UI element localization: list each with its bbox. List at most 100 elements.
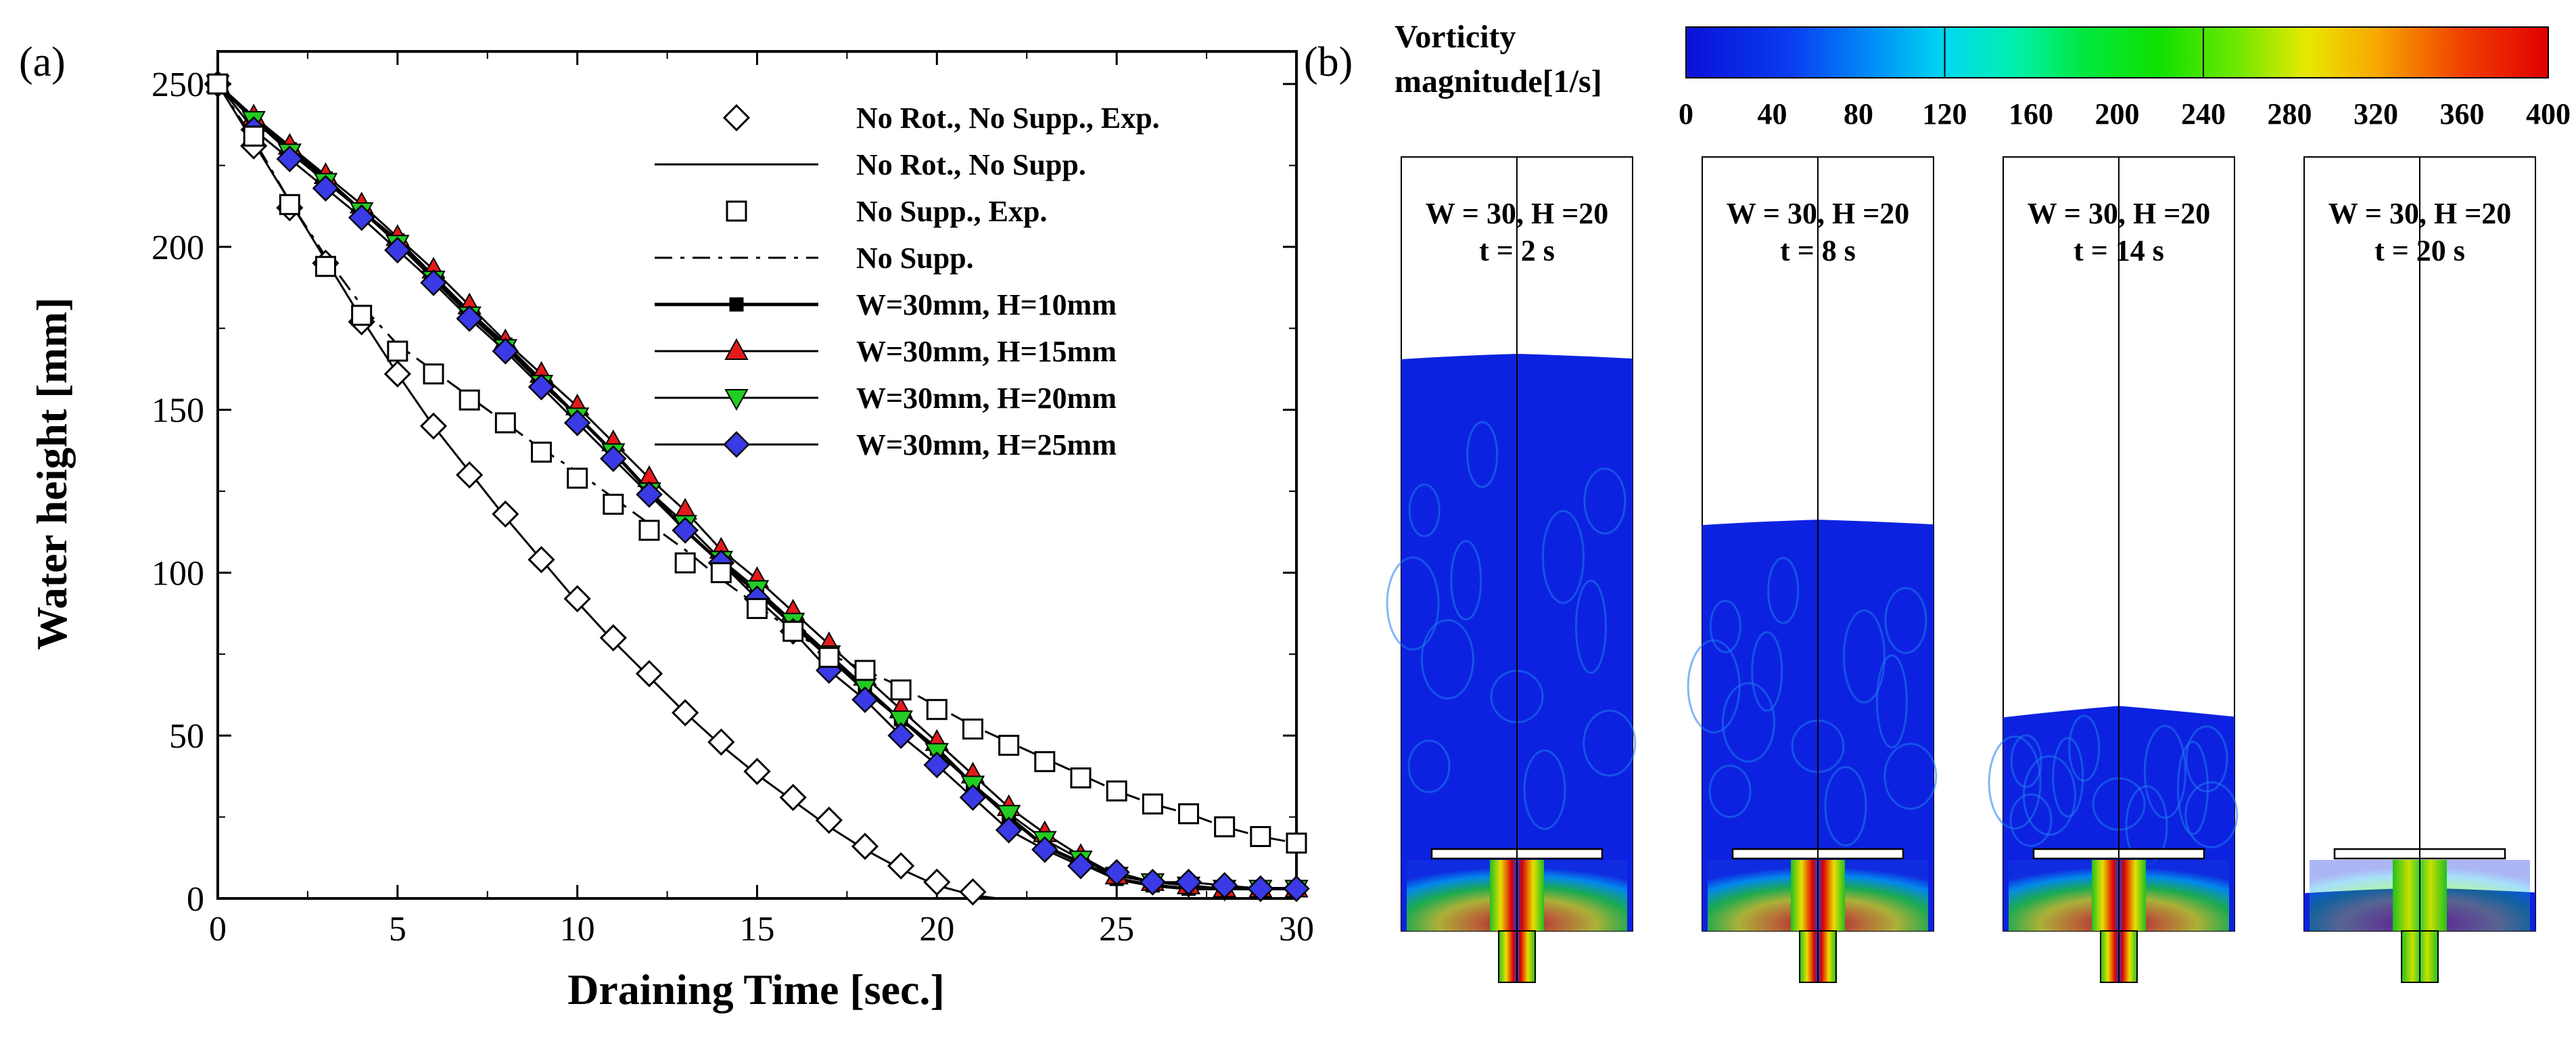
snapshot-title: W = 30, H =20 bbox=[2328, 197, 2512, 230]
data-point bbox=[815, 806, 843, 834]
colorbar-title-line2: magnitude[1/s] bbox=[1395, 64, 1602, 99]
vortex-streak bbox=[1420, 619, 1474, 700]
vortex-streak bbox=[1386, 556, 1440, 651]
data-point bbox=[743, 758, 771, 785]
legend-marker bbox=[729, 297, 744, 312]
data-point bbox=[818, 647, 840, 668]
y-tick-label: 200 bbox=[151, 229, 204, 267]
colorbar-tick-label: 40 bbox=[1758, 97, 1787, 131]
colorbar-tick-label: 240 bbox=[2181, 97, 2226, 131]
data-point bbox=[1283, 875, 1310, 903]
panel-a-label: (a) bbox=[19, 39, 66, 85]
y-tick-label: 100 bbox=[151, 554, 204, 593]
vortex-streak bbox=[1574, 579, 1607, 674]
data-point bbox=[959, 783, 987, 811]
data-point bbox=[638, 520, 660, 541]
legend-marker bbox=[724, 338, 749, 360]
legend-label: W=30mm, H=25mm bbox=[856, 428, 1117, 461]
data-point bbox=[779, 783, 807, 811]
data-point bbox=[890, 679, 912, 701]
vortex-streak bbox=[2068, 714, 2101, 782]
legend-entry: No Supp. bbox=[655, 242, 974, 275]
colorbar-tick-label: 0 bbox=[1679, 97, 1693, 131]
data-point bbox=[889, 710, 913, 733]
data-point bbox=[926, 699, 947, 721]
data-point bbox=[674, 552, 696, 574]
vortex-streak bbox=[2009, 793, 2053, 847]
data-point bbox=[923, 868, 951, 896]
data-point bbox=[387, 340, 408, 362]
data-point bbox=[528, 373, 555, 401]
data-point bbox=[276, 145, 304, 173]
water-height-chart: 0 5 10 15 20 25 30 0 50 100 150 200 250 No Rot., No … bbox=[151, 50, 1314, 949]
data-point bbox=[707, 728, 735, 756]
data-point bbox=[887, 852, 915, 880]
data-point bbox=[599, 624, 627, 652]
data-point bbox=[998, 735, 1020, 756]
vortex-streak bbox=[1721, 682, 1775, 763]
vortex-streak bbox=[1687, 639, 1741, 734]
data-point bbox=[1031, 836, 1058, 863]
legend-marker bbox=[722, 104, 751, 132]
data-point bbox=[243, 125, 264, 147]
data-point bbox=[962, 718, 983, 740]
x-tick-label: 5 bbox=[389, 910, 406, 949]
legend-entry: W=30mm, H=10mm bbox=[655, 288, 1117, 321]
vortex-streak bbox=[1407, 739, 1451, 794]
vortex-streak bbox=[1541, 509, 1585, 604]
data-point bbox=[494, 412, 516, 434]
data-point bbox=[420, 269, 447, 296]
colorbar-tick-label: 280 bbox=[2268, 97, 2312, 131]
vortex-streak bbox=[2184, 781, 2239, 848]
vorticity-snapshot: W = 30, H =20 t = 20 s bbox=[2303, 156, 2536, 983]
legend-label: No Supp. bbox=[856, 242, 974, 275]
data-point bbox=[887, 722, 914, 749]
vortex-streak bbox=[1583, 467, 1626, 535]
legend-label: W=30mm, H=20mm bbox=[856, 382, 1117, 415]
data-point bbox=[710, 562, 732, 583]
legend-entry: W=30mm, H=25mm bbox=[655, 428, 1117, 461]
snapshot-title: W = 30, H =20 bbox=[1727, 197, 1910, 230]
legend-entry: No Rot., No Supp. bbox=[655, 148, 1086, 181]
data-point bbox=[851, 832, 879, 861]
colorbar-tick-label: 320 bbox=[2353, 97, 2398, 131]
data-point bbox=[312, 175, 339, 202]
legend-entry: No Supp., Exp. bbox=[726, 195, 1047, 228]
vorticity-snapshot: W = 30, H =20 t = 8 s bbox=[1687, 156, 1938, 983]
data-point bbox=[315, 256, 336, 277]
data-point bbox=[456, 461, 484, 489]
colorbar-tick-label: 360 bbox=[2440, 97, 2485, 131]
data-point bbox=[1247, 875, 1274, 903]
x-tick-label: 15 bbox=[740, 910, 775, 949]
vortex-streak bbox=[1466, 421, 1499, 488]
data-point bbox=[459, 389, 480, 411]
x-tick-label: 30 bbox=[1279, 910, 1314, 949]
vortex-streak bbox=[1523, 749, 1566, 830]
data-point bbox=[528, 546, 555, 574]
legend-label: W=30mm, H=15mm bbox=[856, 335, 1117, 368]
data-point bbox=[1067, 852, 1094, 880]
data-point bbox=[996, 804, 1021, 827]
legend-label: No Supp., Exp. bbox=[856, 195, 1047, 228]
panel-b-label: (b) bbox=[1304, 39, 1353, 85]
vorticity-snapshot: W = 30, H =20 t = 14 s bbox=[1988, 156, 2239, 983]
legend-entry: W=30mm, H=20mm bbox=[655, 382, 1117, 415]
data-point bbox=[563, 585, 591, 613]
y-tick-label: 0 bbox=[187, 880, 204, 919]
x-axis-label: Draining Time [sec.] bbox=[567, 965, 945, 1013]
data-point bbox=[603, 493, 624, 515]
data-point bbox=[1211, 871, 1238, 899]
data-point bbox=[1250, 826, 1271, 848]
snapshot-time: t = 14 s bbox=[2074, 234, 2164, 267]
vortex-streak bbox=[1883, 742, 1938, 810]
data-point bbox=[563, 409, 591, 436]
snapshot-time: t = 8 s bbox=[1780, 234, 1856, 267]
legend-label: W=30mm, H=10mm bbox=[856, 288, 1117, 321]
vortex-streak bbox=[1767, 557, 1800, 624]
vortex-streak bbox=[2176, 741, 2209, 836]
data-point bbox=[419, 412, 448, 440]
data-point bbox=[1103, 859, 1130, 886]
vortex-streak bbox=[1709, 599, 1741, 654]
data-point bbox=[1106, 780, 1127, 802]
